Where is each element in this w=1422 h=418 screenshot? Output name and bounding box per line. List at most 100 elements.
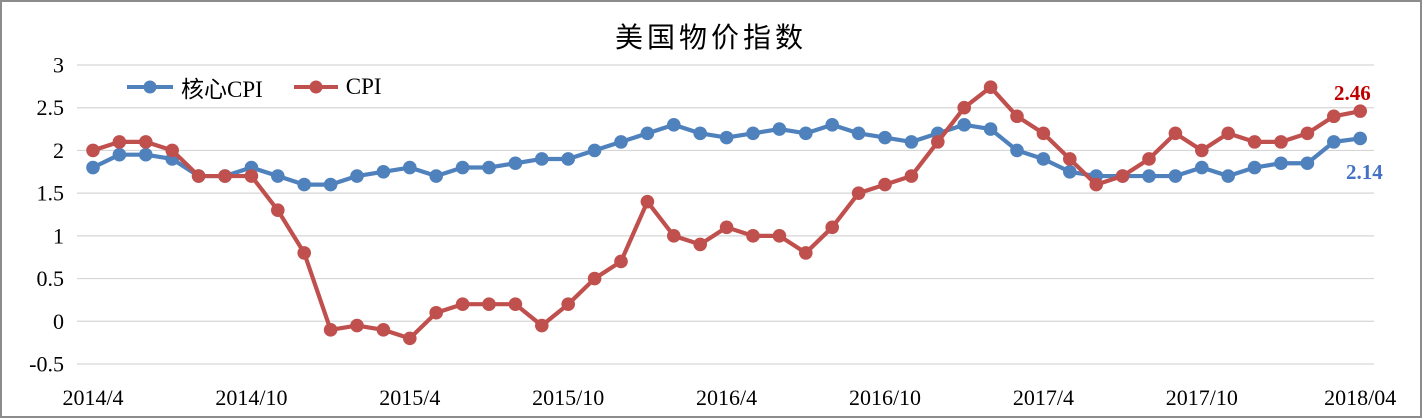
cpi-marker bbox=[931, 135, 945, 149]
cpi-marker bbox=[1247, 135, 1262, 149]
core-cpi-marker bbox=[587, 143, 602, 158]
chart-title: 美国物价指数 bbox=[614, 22, 807, 53]
cpi-marker bbox=[561, 297, 575, 312]
y-tick-label: 1 bbox=[53, 223, 64, 248]
core-cpi-marker bbox=[86, 160, 100, 175]
cpi-marker bbox=[825, 220, 839, 235]
core-cpi-marker bbox=[1221, 169, 1235, 183]
core-cpi-marker bbox=[983, 122, 998, 136]
y-tick-label: 3 bbox=[53, 53, 64, 78]
y-tick-label: -0.5 bbox=[29, 352, 64, 377]
core-cpi-marker bbox=[1195, 160, 1209, 175]
cpi-marker bbox=[244, 169, 259, 183]
cpi-marker bbox=[851, 186, 866, 200]
core-cpi-marker bbox=[535, 152, 549, 166]
y-tick-label: 1.5 bbox=[37, 181, 65, 206]
core-cpi-marker bbox=[482, 160, 496, 175]
y-tick-label: 0 bbox=[53, 309, 64, 334]
cpi-marker bbox=[1327, 109, 1341, 124]
legend-label-cpi: CPI bbox=[345, 74, 382, 99]
core-cpi-marker bbox=[640, 126, 655, 141]
cpi-marker bbox=[376, 323, 391, 337]
core-cpi-marker bbox=[271, 169, 285, 183]
core-cpi-marker bbox=[429, 169, 444, 183]
cpi-marker bbox=[614, 254, 628, 269]
core-cpi-marker bbox=[904, 135, 919, 149]
cpi-marker bbox=[165, 143, 179, 158]
cpi-marker bbox=[1063, 152, 1077, 166]
cpi-marker bbox=[1115, 169, 1130, 183]
core-cpi-marker bbox=[1274, 156, 1288, 171]
cpi-marker bbox=[1168, 126, 1183, 141]
core-cpi-marker bbox=[825, 118, 839, 132]
core-cpi-marker bbox=[746, 126, 760, 141]
core-cpi-marker bbox=[614, 135, 628, 149]
core-cpi-marker bbox=[455, 160, 470, 175]
core-cpi-marker bbox=[323, 177, 338, 192]
cpi-marker bbox=[112, 135, 127, 149]
legend-item-cpi: CPI bbox=[293, 74, 382, 100]
cpi-marker bbox=[693, 237, 707, 252]
x-tick-label: 2017/10 bbox=[1166, 385, 1238, 410]
cpi-marker bbox=[799, 246, 813, 260]
cpi-marker bbox=[508, 297, 523, 312]
core-cpi-marker bbox=[1063, 164, 1077, 179]
cpi-marker bbox=[1036, 126, 1051, 141]
x-tick-label: 2016/10 bbox=[849, 385, 921, 410]
core-cpi-marker bbox=[508, 156, 523, 171]
legend-label-core-cpi: 核心CPI bbox=[181, 77, 263, 102]
cpi-marker bbox=[323, 323, 338, 337]
core-cpi-marker bbox=[667, 118, 681, 132]
cpi-marker bbox=[86, 143, 100, 158]
core-cpi-marker bbox=[693, 126, 707, 141]
cpi-marker bbox=[746, 229, 760, 243]
core-cpi-end-value-label: 2.14 bbox=[1346, 160, 1383, 184]
core-cpi-marker bbox=[957, 118, 971, 132]
core-cpi-marker bbox=[1142, 169, 1156, 183]
cpi-marker bbox=[218, 169, 232, 183]
x-tick-label: 2018/04 bbox=[1324, 385, 1396, 410]
cpi-marker bbox=[271, 203, 285, 218]
cpi-marker bbox=[1142, 152, 1156, 166]
cpi-marker bbox=[667, 229, 681, 243]
cpi-marker bbox=[957, 100, 971, 115]
cpi-marker bbox=[350, 318, 364, 333]
core-cpi-marker bbox=[561, 152, 575, 166]
cpi-marker bbox=[297, 246, 312, 260]
y-tick-label: 2.5 bbox=[37, 95, 65, 120]
cpi-marker bbox=[1089, 177, 1103, 192]
core-cpi-marker bbox=[1300, 156, 1315, 171]
cpi-marker bbox=[1221, 126, 1235, 141]
y-tick-label: 2 bbox=[53, 138, 64, 163]
core-cpi-marker bbox=[1036, 152, 1051, 166]
core-cpi-marker bbox=[1010, 143, 1024, 158]
y-tick-label: 0.5 bbox=[37, 266, 65, 291]
x-tick-label: 2014/10 bbox=[215, 385, 287, 410]
core-cpi-marker bbox=[851, 126, 866, 141]
core-cpi-marker bbox=[376, 164, 391, 179]
cpi-marker bbox=[535, 318, 549, 333]
x-tick-label: 2015/4 bbox=[379, 385, 440, 410]
x-tick-label: 2014/4 bbox=[62, 385, 123, 410]
legend-item-core-cpi: 核心CPI bbox=[126, 70, 263, 104]
cpi-marker bbox=[1300, 126, 1315, 141]
cpi-marker bbox=[455, 297, 470, 312]
cpi-marker bbox=[640, 194, 655, 209]
cpi-legend-marker-icon bbox=[293, 80, 338, 94]
cpi-end-value-label: 2.46 bbox=[1334, 81, 1371, 105]
core-cpi-legend-marker-icon bbox=[127, 80, 173, 94]
cpi-marker bbox=[482, 297, 496, 312]
core-cpi-marker bbox=[139, 147, 153, 162]
cpi-marker bbox=[983, 80, 998, 95]
cpi-marker bbox=[719, 220, 734, 235]
cpi-marker bbox=[772, 229, 787, 243]
x-tick-label: 2017/4 bbox=[1013, 385, 1074, 410]
core-cpi-marker bbox=[799, 126, 813, 141]
core-cpi-marker bbox=[297, 177, 312, 192]
cpi-marker bbox=[403, 331, 417, 346]
cpi-marker bbox=[1274, 135, 1288, 149]
core-cpi-marker bbox=[112, 147, 127, 162]
cpi-marker bbox=[904, 169, 919, 183]
